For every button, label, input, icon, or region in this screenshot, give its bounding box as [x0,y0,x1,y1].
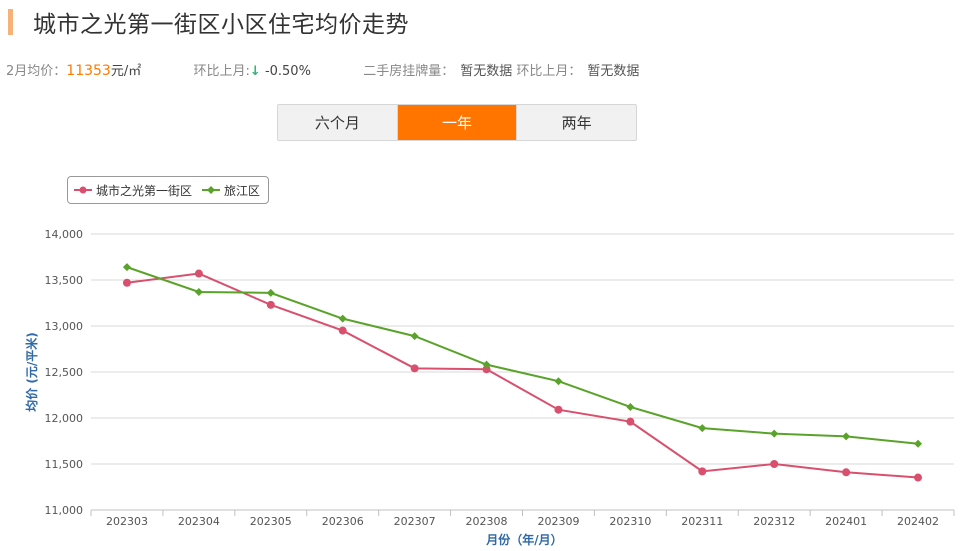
data-point-series-0 [482,365,491,374]
down-arrow-icon: ↓ [249,64,261,79]
mom-value: -0.50% [264,64,311,79]
month-price-label: 2月均价： [6,64,67,79]
data-point-series-1 [770,429,779,438]
data-point-series-0 [410,364,419,373]
x-tick-label: 202308 [466,515,508,528]
listing-mom-value: 暂无数据 [587,64,640,79]
title-bar: 城市之光第一街区小区住宅均价走势 [8,8,409,38]
data-point-series-1 [482,360,491,369]
data-point-series-1 [914,439,923,448]
x-tick-label: 202312 [753,515,795,528]
legend-diamond-marker-icon [202,186,221,194]
y-tick-label: 11,500 [45,458,84,471]
mom-label: 环比上月: [193,64,250,79]
legend-circle-marker-icon [74,186,92,194]
data-point-series-0 [914,473,923,482]
x-tick-label: 202304 [178,515,220,528]
tab-six-months[interactable]: 六个月 [314,114,360,132]
x-tick-label: 202303 [106,515,148,528]
series-line-0 [126,272,919,479]
page-title: 城市之光第一街区小区住宅均价走势 [33,12,409,38]
chart-legend: 城市之光第一街区 旅江区 [67,176,270,204]
tab-one-year[interactable]: 一年 [396,105,517,140]
listing-value: 暂无数据 [460,64,513,79]
x-tick-label: 202309 [537,515,579,528]
data-point-series-0 [554,405,563,414]
data-point-series-1 [122,263,131,272]
data-point-series-0 [698,467,707,476]
data-point-series-0 [626,417,635,426]
data-point-series-1 [410,332,419,341]
x-tick-label: 202306 [322,515,364,528]
listing-label: 二手房挂牌量： [363,64,455,79]
y-tick-label: 11,000 [45,504,84,517]
x-tick-label: 202307 [394,515,436,528]
x-axis-title: 月份（年/月） [485,532,562,547]
data-point-series-0 [338,326,347,335]
month-price-value: 11353 [66,63,111,79]
price-unit: 元/㎡ [110,64,142,79]
x-tick-label: 202401 [825,515,867,528]
y-tick-label: 12,000 [45,412,84,425]
y-tick-label: 13,000 [45,320,84,333]
y-tick-label: 14,000 [45,228,84,241]
data-point-series-1 [194,287,203,296]
period-tabs: 六个月 一年 两年 [277,104,637,141]
data-point-series-0 [842,468,851,477]
listing-mom-label: 环比上月： [516,64,582,79]
data-point-series-1 [554,377,563,386]
data-point-series-1 [842,432,851,441]
x-tick-label: 202310 [609,515,651,528]
y-axis-title: 均价 (元/平米) [24,332,39,412]
legend-label-community: 城市之光第一街区 [96,183,193,198]
data-point-series-0 [122,278,131,287]
legend-item-district[interactable]: 旅江区 [202,182,260,199]
price-stats: 2月均价：11353元/㎡ 环比上月:↓ -0.50% 二手房挂牌量： 暂无数据 … [6,60,639,79]
data-point-series-1 [698,424,707,433]
x-tick-label: 202305 [250,515,292,528]
title-accent-bar [8,9,13,35]
legend-item-community[interactable]: 城市之光第一街区 [74,182,192,199]
x-tick-label: 202311 [681,515,723,528]
series-line-1 [126,266,919,445]
legend-label-district: 旅江区 [224,183,261,198]
data-point-series-1 [626,402,635,411]
data-point-series-1 [338,314,347,323]
tab-two-years[interactable]: 两年 [516,105,636,140]
data-point-series-0 [194,269,203,278]
data-point-series-0 [770,460,779,468]
data-point-series-1 [266,288,275,297]
y-tick-label: 13,500 [45,274,84,287]
x-tick-label: 202402 [897,515,939,528]
y-tick-label: 12,500 [45,366,84,379]
data-point-series-0 [266,300,275,309]
